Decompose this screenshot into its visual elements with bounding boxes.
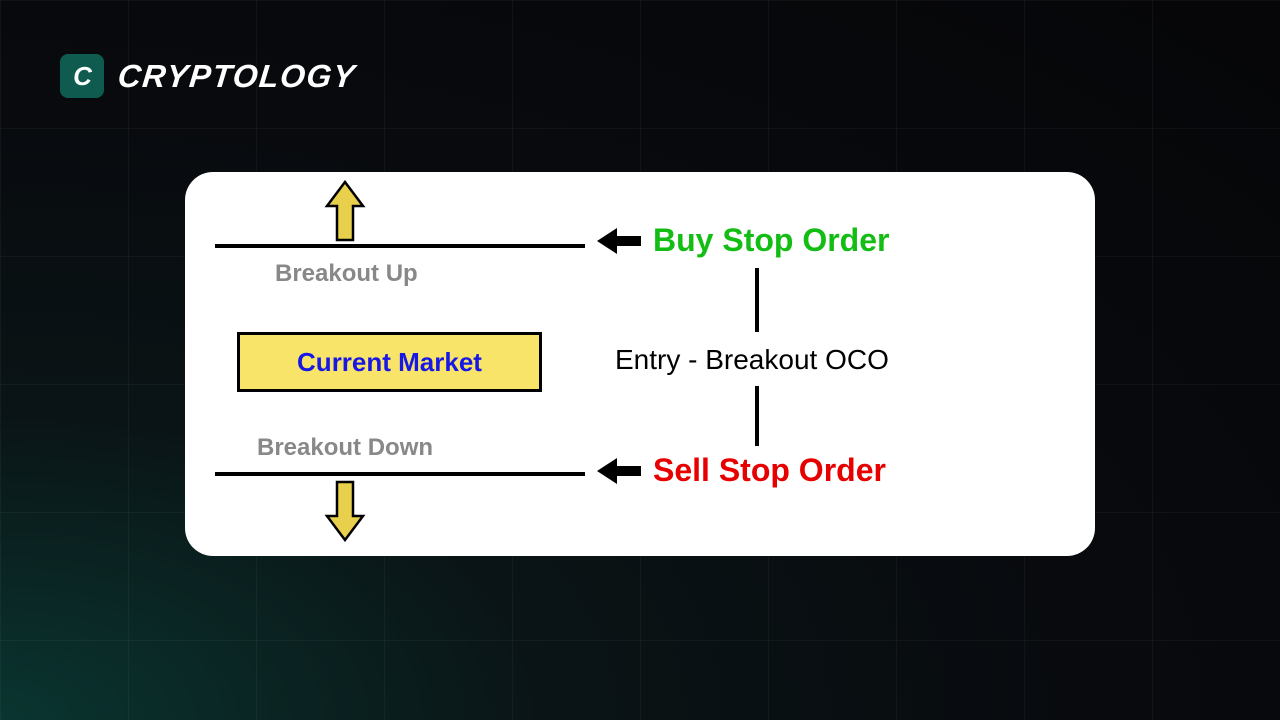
breakout-up-line (215, 244, 585, 248)
current-market-label: Current Market (297, 347, 482, 378)
brand-logo-text: CRYPTOLOGY (116, 58, 358, 95)
connector-line-bottom (755, 386, 759, 446)
buy-pointer-arrow-icon (595, 226, 643, 261)
buy-stop-order-label: Buy Stop Order (653, 222, 889, 259)
brand-logo-icon: C (60, 54, 104, 98)
sell-stop-order-label: Sell Stop Order (653, 452, 886, 489)
diagram-panel: Breakout Up Current Market Breakout Down… (185, 172, 1095, 556)
connector-line-top (755, 268, 759, 332)
breakout-up-label: Breakout Up (275, 260, 418, 288)
breakout-down-line (215, 472, 585, 476)
breakout-down-label: Breakout Down (257, 434, 433, 462)
breakout-up-arrow-icon (323, 180, 365, 249)
sell-pointer-arrow-icon (595, 456, 643, 491)
entry-breakout-label: Entry - Breakout OCO (615, 344, 889, 376)
brand-logo: C CRYPTOLOGY (60, 54, 356, 98)
breakout-down-arrow-icon (323, 478, 365, 547)
current-market-box: Current Market (237, 332, 542, 392)
